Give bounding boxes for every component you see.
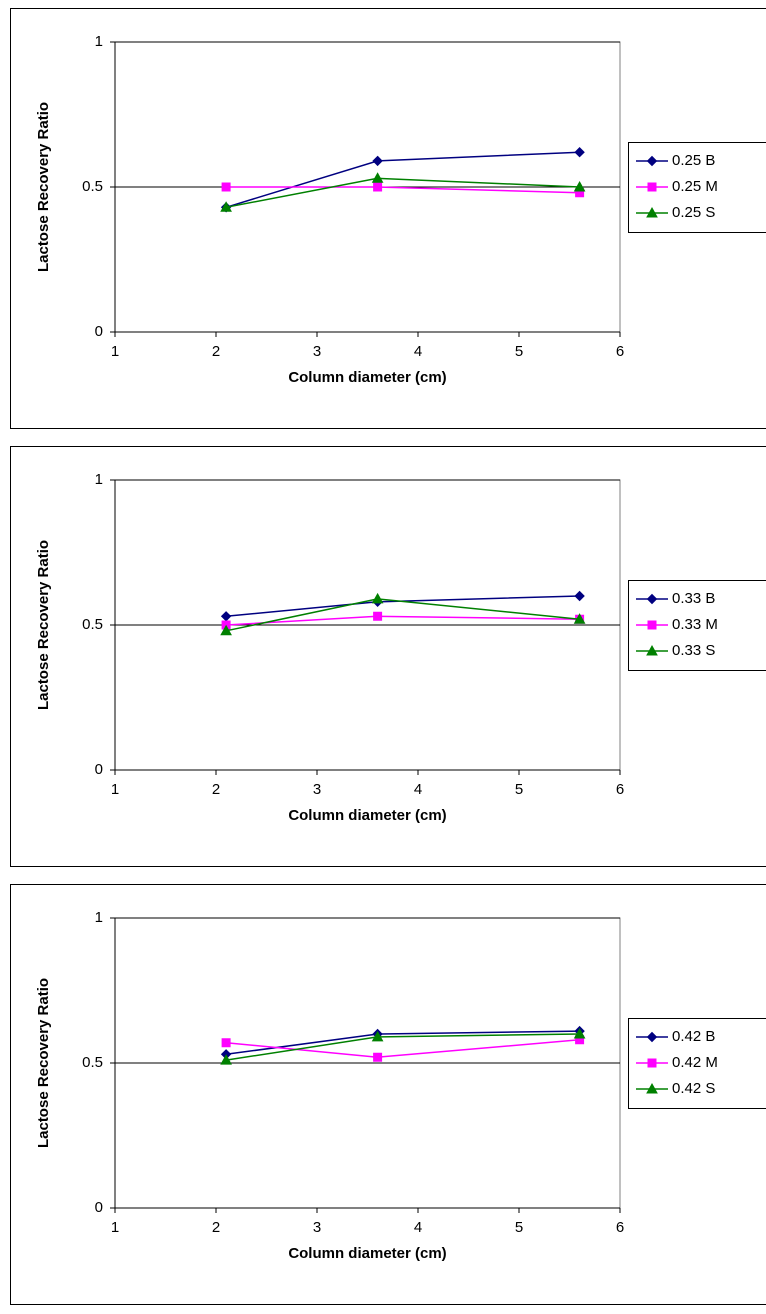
x-tick-label: 1	[111, 781, 119, 798]
legend-label: 0.33 M	[672, 616, 718, 633]
marker	[646, 644, 658, 656]
legend-label: 0.42 B	[672, 1028, 715, 1045]
marker	[574, 590, 585, 602]
x-tick-label: 6	[616, 1219, 624, 1236]
marker	[371, 172, 384, 183]
x-tick-label: 3	[313, 1219, 321, 1236]
x-tick-label: 2	[212, 1219, 220, 1236]
legend-label: 0.25 M	[672, 178, 718, 195]
marker	[647, 182, 657, 192]
legend-label: 0.33 B	[672, 590, 715, 607]
marker	[646, 1082, 658, 1094]
marker	[646, 155, 658, 167]
marker	[647, 1058, 657, 1068]
y-tick-label: 0.5	[82, 616, 103, 633]
x-tick-label: 3	[313, 343, 321, 360]
x-tick-label: 3	[313, 781, 321, 798]
marker	[647, 620, 657, 630]
x-tick-label: 6	[616, 343, 624, 360]
y-tick-label: 1	[95, 471, 103, 488]
marker	[371, 1030, 384, 1042]
marker	[221, 182, 231, 192]
x-tick-label: 4	[414, 781, 422, 798]
marker	[373, 611, 383, 621]
y-axis-title: Lactose Recovery Ratio	[35, 978, 52, 1148]
x-tick-label: 2	[212, 343, 220, 360]
x-axis-title: Column diameter (cm)	[288, 1245, 446, 1262]
y-tick-label: 0	[95, 1199, 103, 1216]
marker	[373, 182, 383, 192]
x-tick-label: 4	[414, 1219, 422, 1236]
legend-label: 0.42 M	[672, 1054, 718, 1071]
x-tick-label: 5	[515, 781, 523, 798]
marker	[371, 592, 384, 604]
y-tick-label: 0	[95, 323, 103, 340]
marker	[220, 201, 232, 212]
y-axis-title: Lactose Recovery Ratio	[35, 540, 52, 710]
marker	[220, 624, 232, 636]
chart: 0 0.5 1 1 2 3 4 5 6 Column diameter (cm) Lactose R…	[10, 884, 766, 1305]
chart: 0 0.5 1 1 2 3 4 5 6 Column diameter (cm) Lactose R…	[10, 446, 766, 867]
legend-label: 0.33 S	[672, 642, 715, 659]
x-tick-label: 5	[515, 343, 523, 360]
marker	[221, 1038, 231, 1048]
x-tick-label: 4	[414, 343, 422, 360]
marker	[573, 613, 586, 624]
x-tick-label: 6	[616, 781, 624, 798]
x-tick-label: 1	[111, 1219, 119, 1236]
x-tick-label: 2	[212, 781, 220, 798]
marker	[573, 1027, 586, 1039]
legend-label: 0.42 S	[672, 1080, 715, 1097]
x-tick-label: 5	[515, 1219, 523, 1236]
marker	[373, 1052, 383, 1062]
x-axis-title: Column diameter (cm)	[288, 807, 446, 824]
marker	[574, 146, 585, 158]
chart: 0 0.5 1 1 2 3 4 5 6 Column diameter (cm) Lactose R…	[10, 8, 766, 429]
marker	[372, 155, 383, 167]
marker	[646, 206, 658, 218]
marker	[646, 1031, 658, 1043]
y-tick-label: 1	[95, 33, 103, 50]
y-tick-label: 1	[95, 909, 103, 926]
marker	[220, 1054, 232, 1065]
legend-label: 0.25 B	[672, 152, 715, 169]
legend-label: 0.25 S	[672, 204, 715, 221]
y-tick-label: 0.5	[82, 178, 103, 195]
y-tick-label: 0	[95, 761, 103, 778]
marker	[573, 180, 586, 192]
x-axis-title: Column diameter (cm)	[288, 369, 446, 386]
y-axis-title: Lactose Recovery Ratio	[35, 102, 52, 272]
y-tick-label: 0.5	[82, 1054, 103, 1071]
x-tick-label: 1	[111, 343, 119, 360]
marker	[646, 593, 658, 605]
